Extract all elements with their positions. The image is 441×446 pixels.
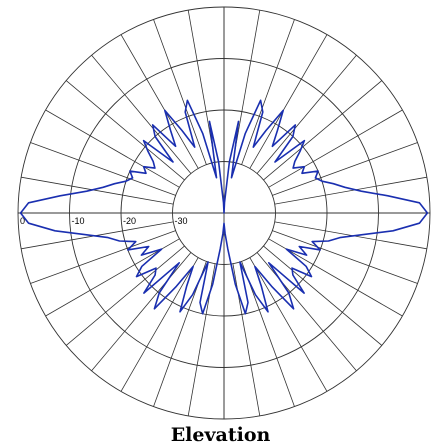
spoke-line — [268, 109, 403, 188]
spoke-line — [256, 54, 357, 174]
spoke-line — [91, 54, 192, 174]
spoke-line — [65, 245, 185, 346]
spoke-line — [187, 10, 216, 163]
spoke-line — [91, 252, 192, 372]
pattern-series — [19, 99, 429, 315]
spoke-line — [45, 238, 180, 317]
spoke-line — [274, 221, 427, 250]
chart-title: Elevation — [170, 424, 271, 446]
spoke-line — [30, 142, 176, 196]
spoke-line — [120, 257, 199, 392]
spoke-line — [263, 245, 383, 346]
spoke-line — [249, 257, 328, 392]
spoke-line — [241, 19, 295, 165]
spoke-line — [249, 34, 328, 169]
spoke-line — [272, 142, 418, 196]
tick-label: -10 — [72, 216, 85, 226]
spoke-line — [274, 176, 427, 205]
polar-chart: 0 -10 -20 -30 — [17, 6, 431, 420]
spoke-line — [21, 221, 174, 250]
spoke-line — [263, 80, 383, 181]
spoke-line — [232, 10, 261, 163]
tick-label: -20 — [123, 216, 136, 226]
radial-tick-labels: 0 -10 -20 -30 — [20, 216, 188, 226]
spoke-line — [45, 109, 180, 188]
spoke-line — [272, 230, 418, 284]
spoke-line — [65, 80, 185, 181]
spoke-line — [268, 238, 403, 317]
spoke-line — [153, 19, 207, 165]
spoke-line — [120, 34, 199, 169]
spoke-line — [21, 176, 174, 205]
angular-gridlines — [21, 7, 427, 419]
spoke-line — [30, 230, 176, 284]
pattern-trace — [19, 99, 429, 315]
tick-label: -30 — [175, 216, 188, 226]
spoke-line — [256, 252, 357, 372]
tick-label: 0 — [20, 216, 25, 226]
